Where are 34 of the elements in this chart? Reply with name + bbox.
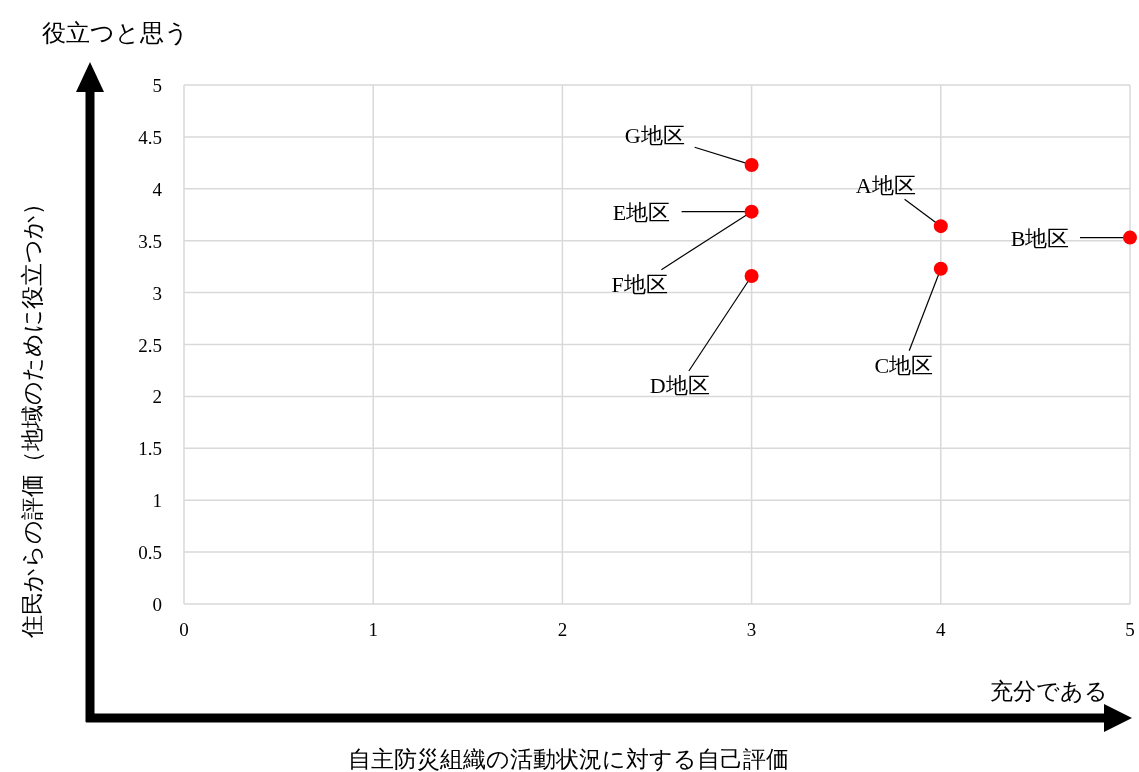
annotation: G地区 [624, 122, 685, 148]
y-tick-label: 0.5 [138, 542, 162, 564]
y-tick-label: 4.5 [138, 126, 162, 148]
x-tick-label: 0 [179, 619, 189, 640]
annotation: C地区 [874, 352, 934, 378]
point [933, 219, 948, 234]
y-tick-label: 5 [152, 75, 162, 96]
text: 充分である [990, 678, 1108, 704]
text: 役立つと思う [42, 19, 189, 47]
annotation: A地区 [855, 173, 916, 199]
annotation: D地区 [649, 372, 710, 398]
point [1123, 230, 1137, 245]
point [933, 261, 948, 276]
point [744, 204, 759, 219]
y-tick-label: 0 [152, 594, 162, 615]
y-tick-label: 2 [152, 386, 162, 408]
annotation: B地区 [1010, 225, 1070, 251]
x-tick-label: 3 [746, 619, 757, 640]
x-axis-title: 自主防災組織の活動状況に対する自己評価 [347, 746, 789, 772]
point [744, 268, 759, 283]
y-tick-label: 2.5 [138, 334, 162, 356]
point [744, 157, 759, 172]
x-tick-label: 1 [368, 619, 378, 640]
y-tick-label: 3 [152, 282, 162, 304]
y-tick-label: 1.5 [138, 438, 162, 460]
annotation: F地区 [611, 271, 668, 297]
y-tick-label: 1 [152, 490, 162, 512]
annotation: E地区 [612, 199, 671, 225]
x-tick-label: 5 [1125, 619, 1135, 640]
x-tick-label: 4 [936, 619, 947, 640]
y-axis-title: 住民からの評価（地域のために役立つか） [19, 192, 45, 639]
y-tick-label: 4 [152, 178, 163, 200]
x-tick-label: 2 [557, 619, 568, 640]
y-tick-label: 3.5 [138, 230, 162, 252]
